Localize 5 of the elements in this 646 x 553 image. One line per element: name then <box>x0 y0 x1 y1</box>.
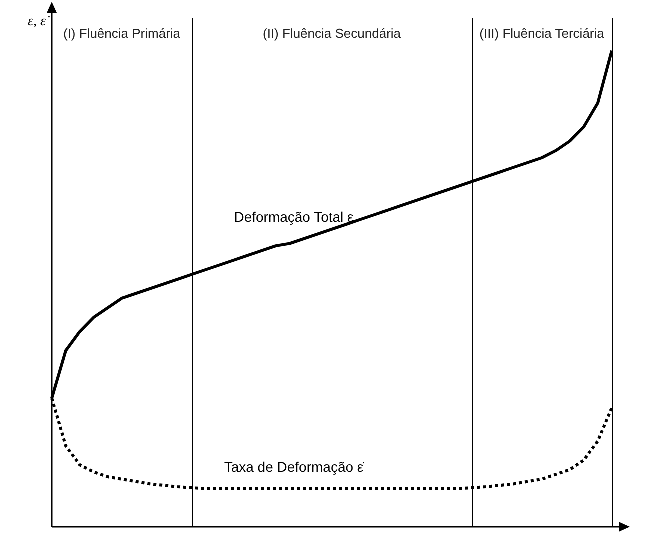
y-axis-title: ε, ε̇ <box>28 14 50 30</box>
text: (III) Fluência Terciária <box>480 26 606 42</box>
text: (I) Fluência Primária <box>63 26 182 42</box>
text: (II) Fluência Secundária <box>262 26 402 42</box>
series-label: Taxa de Deformação ε̇ <box>224 458 365 475</box>
